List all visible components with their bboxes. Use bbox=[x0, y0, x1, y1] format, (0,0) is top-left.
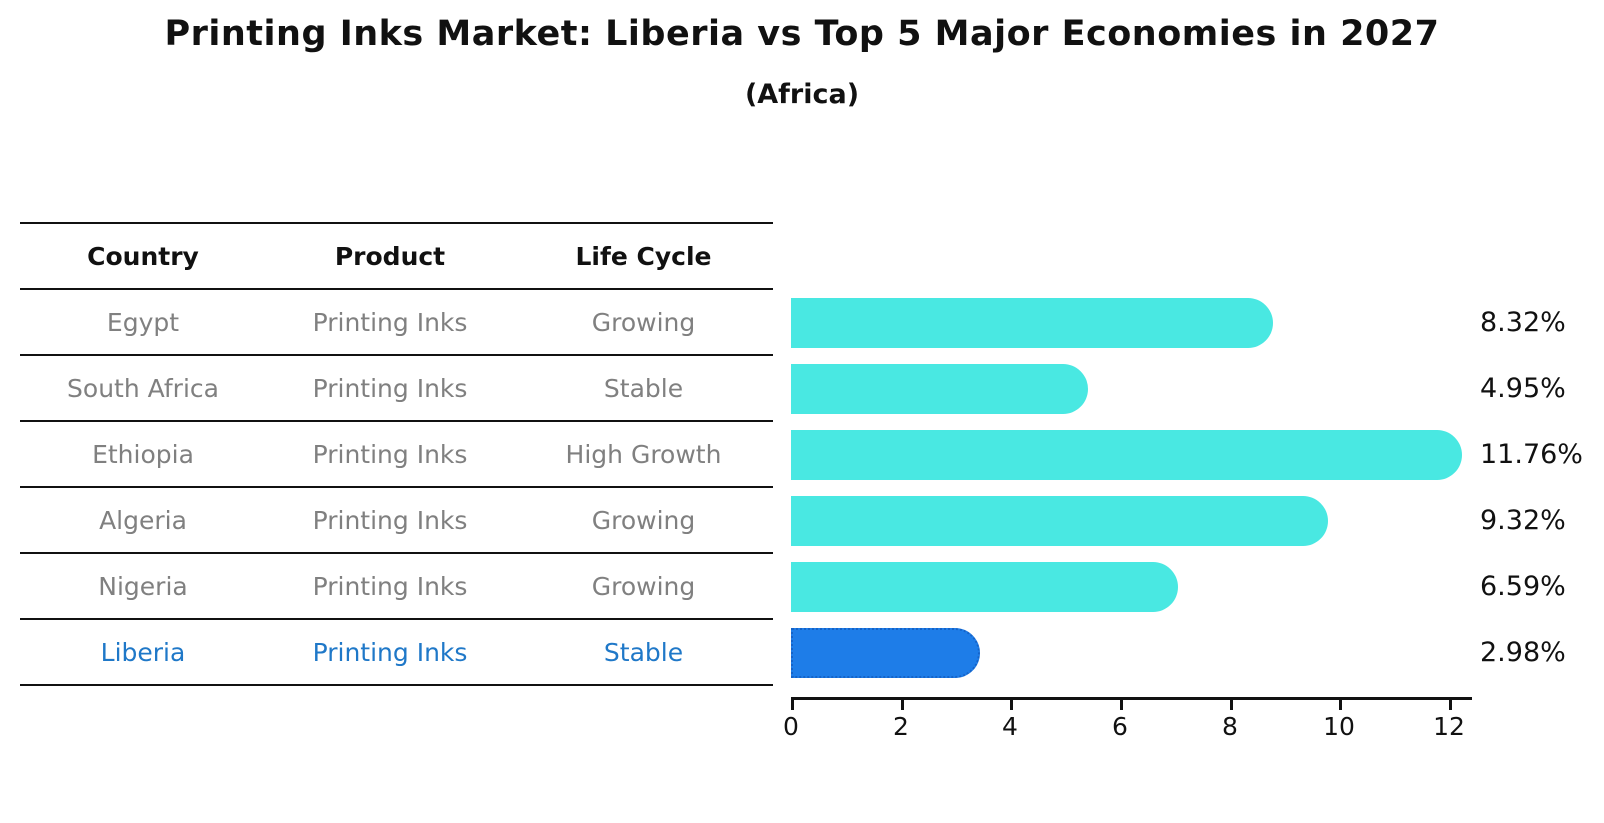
x-axis-tick-label: 4 bbox=[1002, 712, 1018, 741]
column-header-life-cycle: Life Cycle bbox=[575, 241, 712, 271]
x-axis-tick-label: 6 bbox=[1112, 712, 1128, 741]
cell-life-cycle: Stable bbox=[603, 637, 684, 667]
x-axis-tick bbox=[1120, 699, 1123, 710]
x-axis-tick-label: 8 bbox=[1222, 712, 1238, 741]
x-axis-line bbox=[791, 697, 1472, 700]
cell-product: Printing Inks bbox=[312, 307, 468, 337]
table-row: Egypt Printing Inks Growing bbox=[20, 290, 773, 356]
bar-nigeria bbox=[791, 562, 1178, 612]
cell-country: Ethiopia bbox=[92, 439, 194, 469]
table-row-liberia: Liberia Printing Inks Stable bbox=[20, 620, 773, 686]
bar-value-label: 8.32% bbox=[1480, 307, 1566, 338]
x-axis-tick-label: 10 bbox=[1323, 712, 1355, 741]
x-axis-tick-label: 0 bbox=[783, 712, 799, 741]
cell-country: South Africa bbox=[67, 373, 219, 403]
cell-life-cycle: Growing bbox=[591, 307, 696, 337]
x-axis-tick-label: 12 bbox=[1433, 712, 1465, 741]
country-table: Country Product Life Cycle Egypt Printin… bbox=[20, 222, 773, 686]
cell-product: Printing Inks bbox=[312, 439, 468, 469]
cell-country: Algeria bbox=[99, 505, 187, 535]
column-header-product: Product bbox=[334, 241, 446, 271]
bar-liberia bbox=[791, 628, 980, 678]
bar-egypt bbox=[791, 298, 1273, 348]
x-axis-tick bbox=[1339, 699, 1342, 710]
column-header-country: Country bbox=[87, 241, 199, 271]
table-row: Algeria Printing Inks Growing bbox=[20, 488, 773, 554]
chart-title: Printing Inks Market: Liberia vs Top 5 M… bbox=[164, 14, 1440, 54]
cell-product: Printing Inks bbox=[312, 571, 468, 601]
cell-life-cycle: Stable bbox=[603, 373, 684, 403]
cell-life-cycle: High Growth bbox=[565, 439, 722, 469]
x-axis-tick-label: 2 bbox=[893, 712, 909, 741]
bar-algeria bbox=[791, 496, 1328, 546]
cell-country: Nigeria bbox=[98, 571, 188, 601]
bar-ethiopia bbox=[791, 430, 1462, 480]
table-row: Nigeria Printing Inks Growing bbox=[20, 554, 773, 620]
x-axis-tick bbox=[1449, 699, 1452, 710]
table-row: South Africa Printing Inks Stable bbox=[20, 356, 773, 422]
table-header-row: Country Product Life Cycle bbox=[20, 224, 773, 290]
bar-value-label: 11.76% bbox=[1480, 439, 1583, 470]
cell-product: Printing Inks bbox=[312, 637, 468, 667]
x-axis-tick bbox=[1010, 699, 1013, 710]
bar-value-label: 4.95% bbox=[1480, 373, 1566, 404]
cell-product: Printing Inks bbox=[312, 373, 468, 403]
cell-country: Liberia bbox=[100, 637, 186, 667]
chart-subtitle: (Africa) bbox=[744, 79, 860, 110]
x-axis-tick bbox=[791, 699, 794, 710]
bar-south-africa bbox=[791, 364, 1088, 414]
bar-value-label: 6.59% bbox=[1480, 571, 1566, 602]
x-axis-tick bbox=[1230, 699, 1233, 710]
bar-chart: 8.32% 4.95% 11.76% 9.32% 6.59% 2.98% 0 2… bbox=[783, 0, 1604, 823]
cell-life-cycle: Growing bbox=[591, 505, 696, 535]
x-axis-tick bbox=[901, 699, 904, 710]
bar-value-label: 2.98% bbox=[1480, 637, 1566, 668]
cell-country: Egypt bbox=[106, 307, 180, 337]
cell-life-cycle: Growing bbox=[591, 571, 696, 601]
cell-product: Printing Inks bbox=[312, 505, 468, 535]
table-row: Ethiopia Printing Inks High Growth bbox=[20, 422, 773, 488]
bar-value-label: 9.32% bbox=[1480, 505, 1566, 536]
